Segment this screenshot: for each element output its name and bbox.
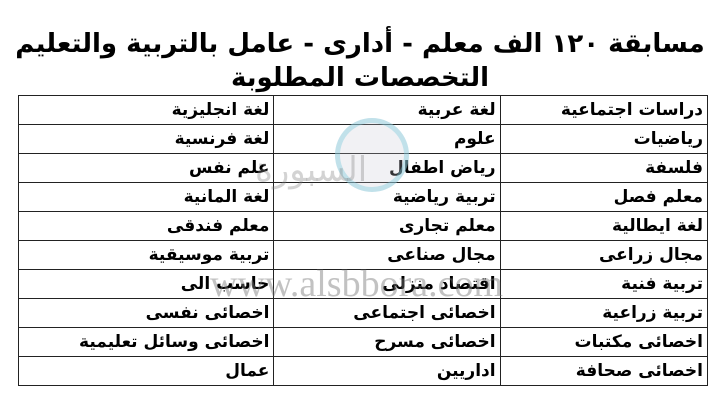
table-cell: لغة انجليزية — [17, 95, 275, 125]
table-cell: عمال — [17, 356, 275, 386]
table-cell: تربية رياضية — [273, 182, 501, 212]
table-row: لغة ايطالية معلم تجارى معلم فندقى — [17, 211, 709, 241]
page-title: مسابقة ١٢٠ الف معلم - أدارى - عامل بالتر… — [15, 29, 705, 59]
table-row: مجال زراعى مجال صناعى تربية موسيقية — [17, 240, 709, 270]
table-cell: اخصائى مكتبات — [499, 327, 709, 357]
table-cell: اقتصاد منزلى — [273, 269, 501, 299]
table-cell: لغة فرنسية — [17, 124, 275, 154]
table-row: معلم فصل تربية رياضية لغة المانية — [17, 182, 709, 212]
table-cell: تربية زراعية — [499, 298, 709, 328]
table-cell: رياضيات — [499, 124, 709, 154]
page-subtitle: التخصصات المطلوبة — [230, 63, 490, 93]
table-cell: معلم فندقى — [17, 211, 275, 241]
table-cell: اداريين — [273, 356, 501, 386]
table-cell: اخصائى مسرح — [273, 327, 501, 357]
table-cell: اخصائى وسائل تعليمية — [17, 327, 275, 357]
table-cell: اخصائى نفسى — [17, 298, 275, 328]
table-cell: علم نفس — [17, 153, 275, 183]
table-cell: اخصائى اجتماعى — [273, 298, 501, 328]
table-cell: رياض اطفال — [273, 153, 501, 183]
table-row: دراسات اجتماعية لغة عربية لغة انجليزية — [17, 95, 709, 125]
table-cell: فلسفة — [499, 153, 709, 183]
table-row: رياضيات علوم لغة فرنسية — [17, 124, 709, 154]
table-cell: مجال زراعى — [499, 240, 709, 270]
table-cell: معلم تجارى — [273, 211, 501, 241]
table-cell: معلم فصل — [499, 182, 709, 212]
table-row: تربية فنية اقتصاد منزلى حاسب الى — [17, 269, 709, 299]
table-cell: تربية فنية — [499, 269, 709, 299]
table-row: فلسفة رياض اطفال علم نفس — [17, 153, 709, 183]
table-cell: مجال صناعى — [273, 240, 501, 270]
table-cell: تربية موسيقية — [17, 240, 275, 270]
table-cell: حاسب الى — [17, 269, 275, 299]
specializations-table: دراسات اجتماعية لغة عربية لغة انجليزية رياض… — [17, 95, 709, 386]
table-row: اخصائى مكتبات اخصائى مسرح اخصائى وسائل تعل… — [17, 327, 709, 357]
table-row: تربية زراعية اخصائى اجتماعى اخصائى نفسى — [17, 298, 709, 328]
table-cell: لغة المانية — [17, 182, 275, 212]
table-cell: اخصائى صحافة — [499, 356, 709, 386]
table-cell: علوم — [273, 124, 501, 154]
table-cell: لغة ايطالية — [499, 211, 709, 241]
table-cell: لغة عربية — [273, 95, 501, 125]
table-cell: دراسات اجتماعية — [499, 95, 709, 125]
table-row: اخصائى صحافة اداريين عمال — [17, 356, 709, 386]
